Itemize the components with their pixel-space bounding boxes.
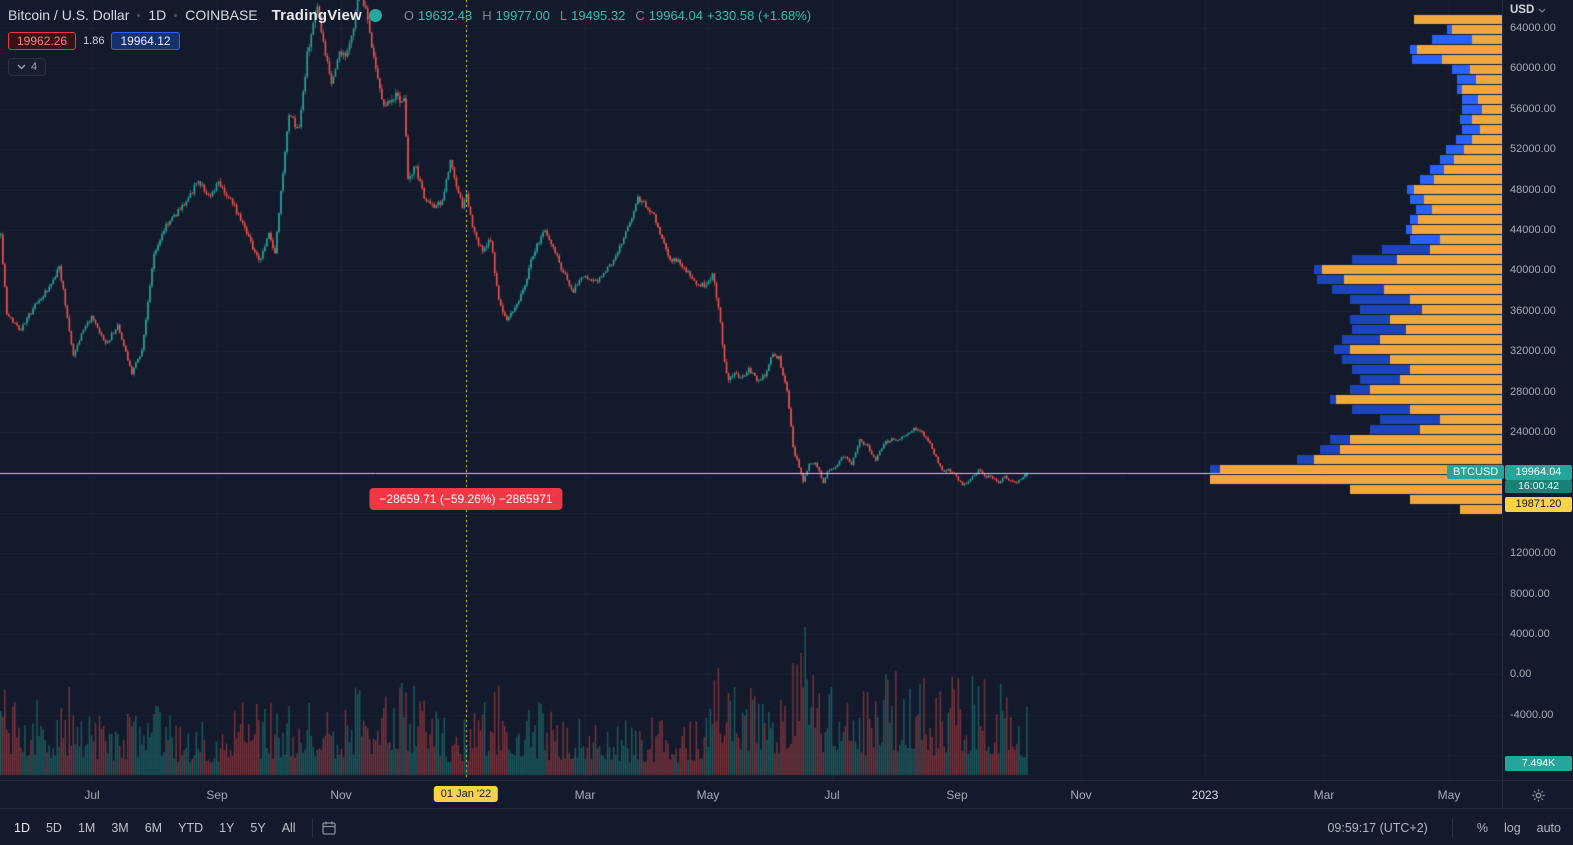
price-tick-label: 44000.00 bbox=[1510, 223, 1556, 236]
high-label: H bbox=[482, 7, 492, 23]
alert-price-badge: 19871.20 bbox=[1505, 496, 1572, 512]
price-tick-label: 8000.00 bbox=[1510, 587, 1550, 600]
price-line-symbol-badge: BTCUSD bbox=[1447, 464, 1505, 479]
time-tick-label: Sep bbox=[206, 788, 228, 802]
price-tick-label: -4000.00 bbox=[1510, 708, 1554, 721]
time-axis[interactable]: Jul Sep Nov Mar May Jul Sep Nov 2023 Mar May 01 Ja… bbox=[0, 780, 1502, 809]
symbol-title[interactable]: Bitcoin / U.S. Dollar bbox=[8, 7, 130, 23]
time-tick-label: Nov bbox=[1070, 788, 1092, 802]
scales-settings-gear-icon[interactable] bbox=[1531, 788, 1546, 803]
chart-legend: Bitcoin / U.S. Dollar 1D COINBASE Tradin… bbox=[8, 4, 811, 76]
bar-countdown-badge: 16:00:42 bbox=[1505, 479, 1572, 493]
close-value: 19964.04 bbox=[648, 7, 703, 23]
ohlc-values: O 19632.43 H 19977.00 L 19495.32 C 19964.04 … bbox=[398, 8, 811, 23]
go-to-date-icon[interactable] bbox=[321, 820, 337, 836]
range-button-3m[interactable]: 3M bbox=[111, 820, 129, 835]
price-tick-label: 32000.00 bbox=[1510, 345, 1556, 358]
price-tick-label: 60000.00 bbox=[1510, 62, 1556, 75]
time-tick-label: Jul bbox=[824, 788, 840, 802]
last-price-badge: 19964.04 bbox=[1505, 464, 1572, 480]
bottom-toolbar: 1D 5D 1M 3M 6M YTD 1Y 5Y All 09:59:17 (UTC+2) % … bbox=[0, 808, 1573, 845]
highlighted-date-badge: 01 Jan '22 bbox=[433, 786, 499, 802]
separator-dot bbox=[137, 13, 141, 17]
price-tick-label: 0.00 bbox=[1510, 668, 1532, 681]
interval-label[interactable]: 1D bbox=[148, 7, 167, 23]
range-button-all[interactable]: All bbox=[281, 820, 296, 835]
price-tick-label: 48000.00 bbox=[1510, 183, 1556, 196]
price-tick-label: 12000.00 bbox=[1510, 547, 1556, 560]
price-axis[interactable]: USD 64000.00 60000.00 56000.00 52000.00 4800… bbox=[1502, 0, 1573, 780]
price-tick-label: 40000.00 bbox=[1510, 264, 1556, 277]
chevron-down-icon bbox=[17, 64, 26, 70]
separator-dot bbox=[174, 13, 178, 17]
clock-timezone-button[interactable]: 09:59:17 (UTC+2) bbox=[1327, 820, 1428, 835]
price-chart-canvas[interactable] bbox=[0, 0, 1502, 780]
price-tick-label: 52000.00 bbox=[1510, 143, 1556, 156]
range-button-ytd[interactable]: YTD bbox=[178, 820, 204, 835]
auto-scale-button[interactable]: auto bbox=[1536, 820, 1561, 835]
time-tick-label: Sep bbox=[946, 788, 968, 802]
tradingview-brand-label: TradingView bbox=[271, 6, 362, 24]
sell-button[interactable]: 19962.26 bbox=[8, 31, 77, 50]
time-tick-label: 2023 bbox=[1191, 788, 1219, 802]
toolbar-divider bbox=[311, 817, 313, 838]
buy-button[interactable]: 19964.12 bbox=[111, 31, 180, 50]
time-tick-label: Mar bbox=[574, 788, 596, 802]
range-button-1y[interactable]: 1Y bbox=[219, 820, 235, 835]
measure-result-label: −28659.71 (−59.26%) −2865971 bbox=[369, 487, 563, 510]
log-scale-button[interactable]: log bbox=[1503, 820, 1521, 835]
date-range-buttons: 1D 5D 1M 3M 6M YTD 1Y 5Y All bbox=[6, 817, 304, 839]
time-tick-label: May bbox=[1437, 788, 1461, 802]
range-button-5y[interactable]: 5Y bbox=[250, 820, 266, 835]
time-tick-label: Jul bbox=[84, 788, 100, 802]
change-value: +330.58 (+1.68%) bbox=[707, 7, 812, 23]
price-tick-label: 24000.00 bbox=[1510, 425, 1556, 438]
time-tick-label: May bbox=[696, 788, 720, 802]
open-value: 19632.43 bbox=[418, 7, 473, 23]
toolbar-divider bbox=[1451, 817, 1453, 838]
open-label: O bbox=[403, 7, 415, 23]
spread-value: 1.86 bbox=[83, 34, 105, 47]
low-label: L bbox=[559, 7, 568, 23]
exchange-label: COINBASE bbox=[185, 7, 258, 23]
price-tick-label: 64000.00 bbox=[1510, 21, 1556, 34]
range-button-1d[interactable]: 1D bbox=[14, 820, 30, 835]
time-tick-label: Mar bbox=[1313, 788, 1335, 802]
percent-scale-button[interactable]: % bbox=[1476, 820, 1488, 835]
price-tick-label: 36000.00 bbox=[1510, 304, 1556, 317]
axis-corner bbox=[1502, 780, 1573, 809]
chevron-down-icon bbox=[1538, 8, 1546, 13]
range-button-6m[interactable]: 6M bbox=[144, 820, 163, 835]
range-button-1m[interactable]: 1M bbox=[77, 820, 96, 835]
price-tick-label: 56000.00 bbox=[1510, 102, 1556, 115]
range-button-5d[interactable]: 5D bbox=[45, 820, 62, 835]
currency-selector[interactable]: USD bbox=[1510, 4, 1546, 16]
volume-value-badge: 7.494K bbox=[1505, 756, 1572, 771]
high-value: 19977.00 bbox=[495, 7, 550, 23]
close-label: C bbox=[635, 7, 645, 23]
time-tick-label: Nov bbox=[330, 788, 352, 802]
currency-label: USD bbox=[1510, 4, 1535, 16]
legend-collapse-button[interactable]: 4 bbox=[8, 58, 47, 76]
hidden-indicator-count: 4 bbox=[31, 61, 38, 73]
brand-logo-icon bbox=[368, 8, 382, 22]
low-value: 19495.32 bbox=[571, 7, 626, 23]
price-tick-label: 28000.00 bbox=[1510, 385, 1556, 398]
price-tick-label: 4000.00 bbox=[1510, 627, 1550, 640]
